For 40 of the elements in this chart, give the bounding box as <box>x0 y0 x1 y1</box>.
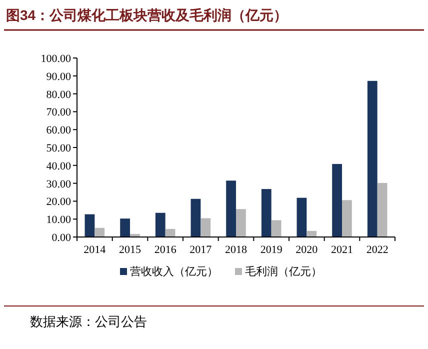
y-tick-label: 20.00 <box>46 196 72 208</box>
x-tick-label: 2019 <box>260 244 283 256</box>
x-tick-label: 2017 <box>190 244 212 256</box>
y-tick-label: 100.00 <box>40 53 72 65</box>
bar <box>155 212 166 237</box>
y-tick-label: 90.00 <box>46 70 72 83</box>
bar <box>342 200 352 237</box>
x-tick-label: 2014 <box>84 244 106 256</box>
bar <box>190 198 201 237</box>
y-tick-label: 40.00 <box>46 160 72 172</box>
x-tick-label: 2022 <box>366 244 388 256</box>
bar <box>84 214 95 237</box>
bar <box>271 220 282 237</box>
x-tick-label: 2018 <box>225 244 248 256</box>
bar <box>306 230 317 237</box>
bar <box>200 218 211 237</box>
bar <box>236 209 246 237</box>
bar <box>332 164 342 237</box>
y-tick-label: 0.00 <box>52 232 72 244</box>
x-tick-label: 2016 <box>154 244 177 256</box>
bar <box>296 198 307 237</box>
y-tick-label: 30.00 <box>46 178 72 190</box>
y-tick-label: 60.00 <box>46 124 72 137</box>
bar <box>94 228 105 237</box>
x-tick-label: 2020 <box>296 244 318 256</box>
bar <box>367 80 378 237</box>
bar <box>120 218 130 237</box>
x-tick-label: 2021 <box>331 244 353 256</box>
chart-title: 图34：公司煤化工板块营收及毛利润（亿元） <box>6 7 288 23</box>
source-note: 数据来源：公司公告 <box>30 314 147 329</box>
bar <box>226 180 236 237</box>
bar <box>261 189 272 237</box>
bar <box>377 182 388 237</box>
y-tick-label: 80.00 <box>46 88 72 101</box>
x-tick-label: 2015 <box>119 244 142 256</box>
y-tick-label: 70.00 <box>46 106 72 119</box>
legend-label: 毛利润（亿元） <box>245 265 322 278</box>
legend-label: 营收收入（亿元） <box>130 265 218 278</box>
y-tick-label: 50.00 <box>46 142 72 154</box>
y-tick-label: 10.00 <box>46 214 72 226</box>
